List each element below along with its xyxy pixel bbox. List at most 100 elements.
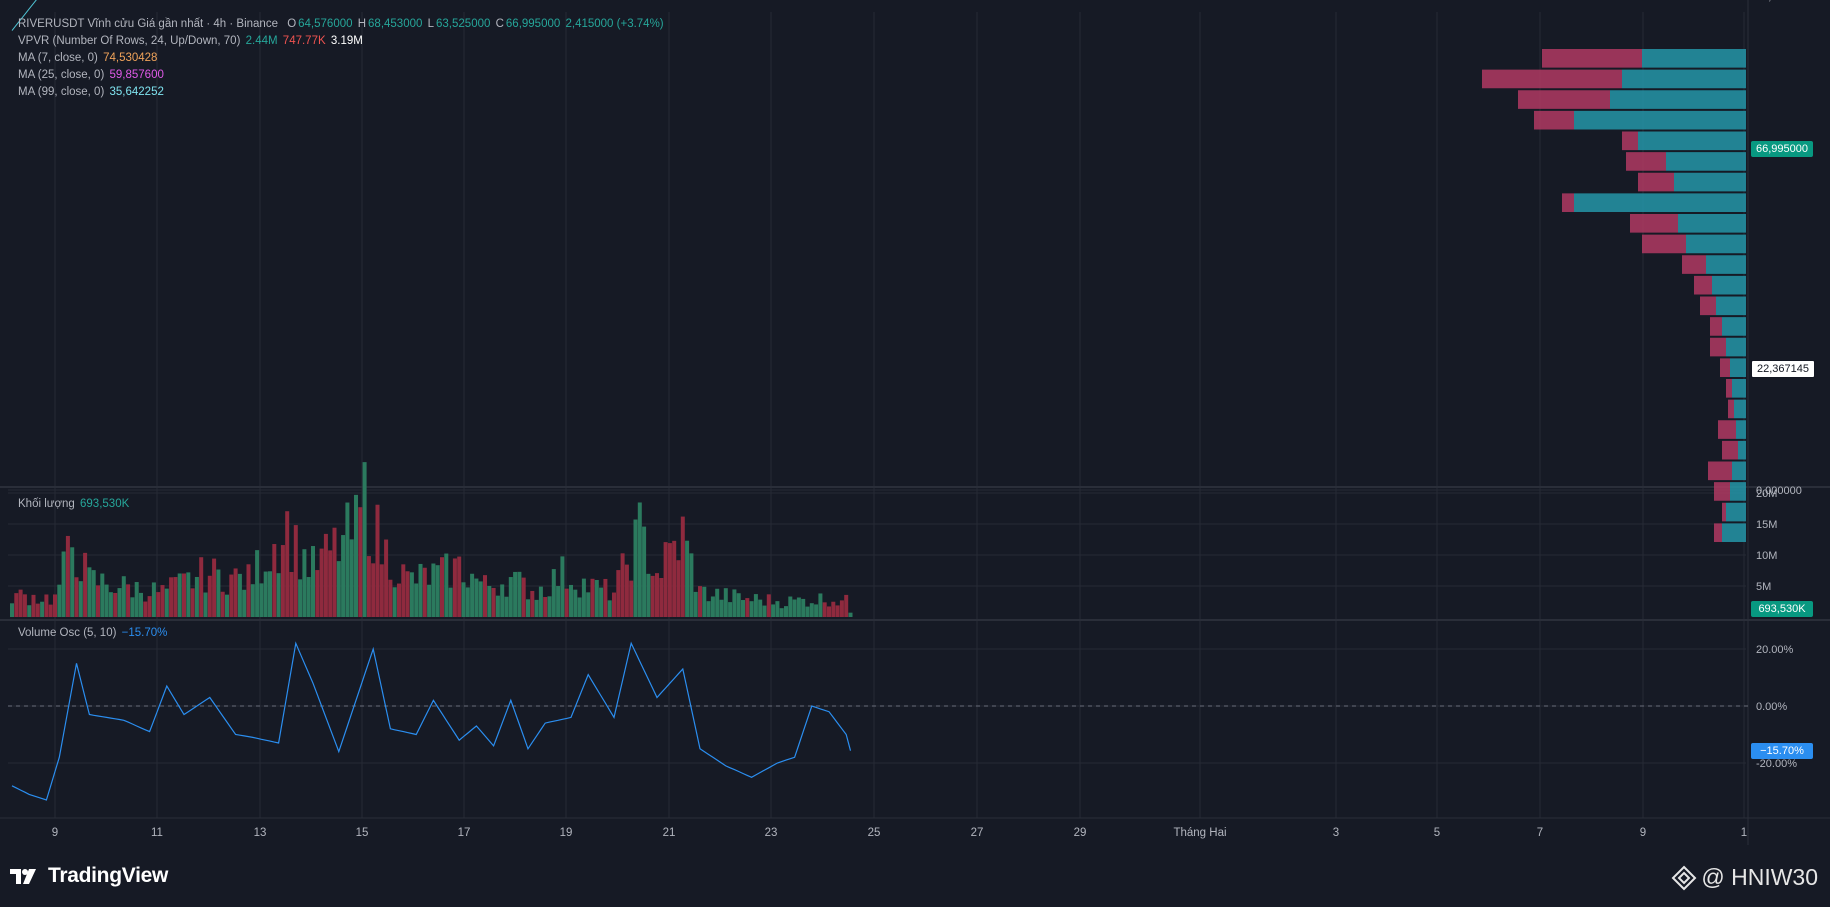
close-label: C	[495, 18, 504, 30]
volume-bar-192	[835, 605, 840, 617]
volume-bar-174	[758, 599, 763, 617]
volume-bar-171	[745, 598, 750, 617]
volume-bar-57	[255, 550, 260, 617]
volume-bar-61	[272, 544, 277, 617]
time-tick-label-7: 23	[765, 827, 778, 839]
volume-bar-0	[10, 603, 14, 617]
volume-bar-94	[414, 583, 419, 617]
volume-bar-119	[521, 577, 526, 617]
symbol-title[interactable]: RIVERUSDT Vĩnh cửu Giá gần nhất · 4h · B…	[18, 18, 278, 30]
ma99-legend[interactable]: MA (99, close, 0) 35,642252	[18, 85, 166, 99]
vpvr-total-value: 3.19M	[330, 35, 363, 47]
vpvr-legend[interactable]: VPVR (Number Of Rows, 24, Up/Down, 70) 2…	[18, 34, 365, 48]
volume-bar-9	[48, 604, 53, 617]
time-tick-label-9: 27	[971, 827, 984, 839]
ma7-legend[interactable]: MA (7, close, 0) 74,530428	[18, 51, 159, 65]
volume-bar-158	[689, 553, 694, 617]
volume-bar-142	[620, 553, 625, 617]
volume-bar-44	[199, 557, 204, 617]
volume-bar-40	[182, 573, 186, 617]
volume-bar-152	[663, 542, 668, 617]
time-tick-label-6: 21	[663, 827, 676, 839]
volume-bar-178	[775, 601, 780, 617]
vpvr-down-bar-15	[1630, 214, 1678, 233]
volume-bar-63	[280, 545, 285, 617]
vpvr-up-bar-10	[1722, 317, 1746, 336]
time-tick-label-12: 3	[1333, 827, 1339, 839]
volume-bar-27	[126, 584, 131, 617]
vpvr-up-bar-23	[1642, 49, 1746, 68]
vpvr-up-bar-9	[1726, 337, 1746, 357]
vpvr-down-bar-0	[1714, 523, 1722, 542]
open-value: 64,576000	[298, 18, 353, 30]
vpvr-up-bar-14	[1686, 234, 1746, 254]
volume-bar-148	[646, 573, 651, 617]
volume-tick-label-3: 5M	[1756, 581, 1771, 593]
volume-bar-193	[839, 600, 844, 617]
vpvr-up-bar-1	[1726, 502, 1746, 522]
volume-bar-140	[612, 592, 616, 617]
volume-bar-120	[526, 599, 530, 617]
vpvr-up-bar-2	[1730, 482, 1746, 501]
volume-bar-110	[483, 575, 487, 617]
volume-bar-39	[177, 573, 182, 617]
volume-bar-179	[779, 608, 784, 617]
volume-bar-43	[194, 576, 199, 617]
tradingview-logo-icon	[10, 869, 36, 884]
volume-bar-122	[534, 599, 539, 617]
vpvr-down-bar-18	[1626, 152, 1666, 171]
volume-bar-100	[440, 557, 444, 617]
volume-bar-81	[358, 507, 363, 617]
osc-tick-label-1: 0.00%	[1756, 701, 1787, 713]
vpvr-up-bar-16	[1574, 193, 1746, 212]
volume-bar-185	[805, 606, 810, 617]
volume-bars	[10, 462, 853, 617]
volume-bar-10	[53, 594, 57, 617]
ma25-value: 59,857600	[109, 69, 164, 81]
volume-legend[interactable]: Khối lượng 693,530K	[18, 497, 131, 511]
volume-bar-168	[732, 589, 737, 617]
time-tick-label-14: 7	[1537, 827, 1543, 839]
volume-bar-153	[667, 543, 672, 617]
volume-bar-3	[22, 594, 27, 617]
vpvr-up-bar-17	[1674, 172, 1746, 192]
osc-tick-label-0: 20.00%	[1756, 644, 1794, 656]
volume-bar-46	[207, 575, 212, 617]
tradingview-name: TradingView	[48, 864, 169, 887]
volume-bar-98	[431, 563, 436, 617]
vpvr-down-bar-4	[1722, 440, 1738, 460]
vpvr-down-bar-13	[1682, 255, 1706, 274]
volume-bar-87	[384, 539, 389, 617]
volume-bar-62	[276, 573, 281, 617]
volume-bar-155	[676, 560, 681, 617]
time-tick-label-1: 11	[151, 827, 163, 839]
volume-bar-111	[487, 585, 492, 617]
volume-bar-133	[581, 578, 586, 617]
time-tick-label-11: Tháng Hai	[1173, 827, 1226, 839]
volume-bar-166	[723, 588, 728, 617]
volume-bar-79	[349, 539, 354, 617]
price-tick-label-8: 10,000000	[1756, 0, 1808, 3]
volume-bar-103	[452, 558, 457, 617]
volume-bar-24	[113, 592, 118, 617]
time-tick-label-2: 13	[254, 827, 267, 839]
tradingview-logo[interactable]: TradingView	[10, 864, 168, 888]
grid-lines	[8, 12, 1746, 818]
vpvr-up-bar-19	[1638, 131, 1746, 151]
volume-bar-177	[771, 604, 776, 617]
osc-legend[interactable]: Volume Osc (5, 10) −15.70%	[18, 626, 169, 640]
time-tick-label-5: 19	[560, 827, 573, 839]
binance-icon	[1671, 865, 1697, 890]
volume-bar-25	[117, 588, 122, 617]
last-price-tag: 66,995000	[1751, 141, 1813, 157]
vpvr-down-bar-20	[1534, 110, 1574, 130]
volume-bar-4	[27, 605, 32, 617]
volume-bar-123	[538, 586, 543, 617]
volume-bar-157	[685, 540, 690, 617]
vpvr-up-bar-12	[1712, 275, 1746, 295]
vpvr-down-value: 747.77K	[282, 35, 326, 47]
vpvr-down-bar-12	[1694, 275, 1712, 295]
ma25-legend[interactable]: MA (25, close, 0) 59,857600	[18, 68, 166, 82]
